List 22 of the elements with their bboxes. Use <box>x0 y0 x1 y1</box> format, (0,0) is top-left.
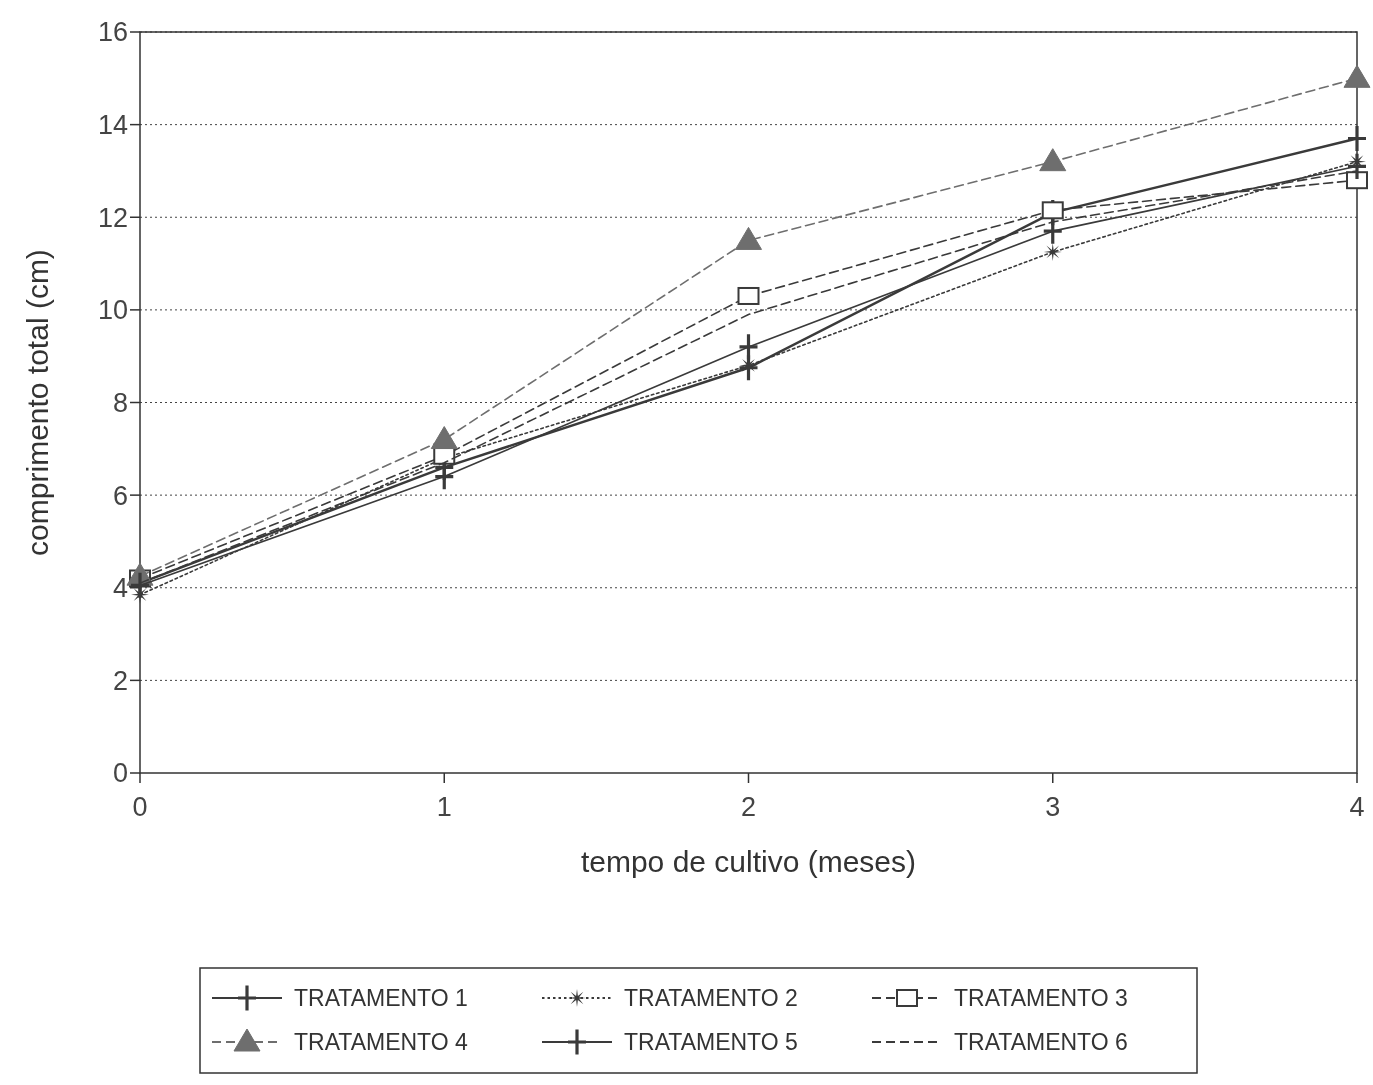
y-axis-title: comprimento total (cm) <box>21 249 54 556</box>
legend-label: TRATAMENTO 1 <box>294 985 468 1012</box>
y-tick-label: 4 <box>112 573 128 604</box>
x-tick-label: 3 <box>1045 792 1061 822</box>
y-tick-label: 14 <box>97 110 128 141</box>
y-tick-label: 8 <box>112 387 128 418</box>
legend-label: TRATAMENTO 2 <box>624 985 798 1012</box>
x-tick-label: 2 <box>740 792 757 822</box>
y-tick-label: 6 <box>112 480 128 511</box>
legend-label: TRATAMENTO 6 <box>954 1029 1128 1056</box>
x-tick-label: 1 <box>436 792 452 822</box>
y-tick-label: 16 <box>97 17 128 48</box>
x-tick-label: 4 <box>1349 792 1365 822</box>
y-tick-label: 2 <box>112 665 128 696</box>
legend-label: TRATAMENTO 4 <box>294 1029 468 1056</box>
x-tick-label: 0 <box>132 792 148 822</box>
y-tick-label: 12 <box>97 202 128 233</box>
y-tick-label: 10 <box>97 295 128 326</box>
x-axis-title: tempo de cultivo (meses) <box>580 845 917 878</box>
legend-label: TRATAMENTO 3 <box>954 985 1128 1012</box>
y-tick-label: 0 <box>112 758 128 789</box>
legend-label: TRATAMENTO 5 <box>624 1029 798 1056</box>
